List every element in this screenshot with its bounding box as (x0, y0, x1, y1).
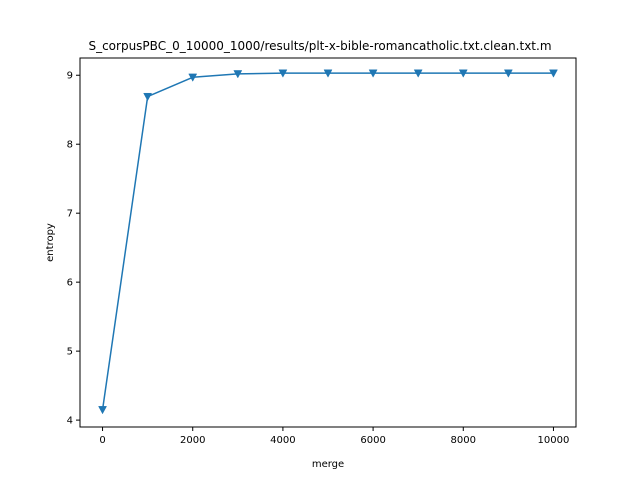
data-point-marker (503, 69, 513, 78)
data-point-marker (458, 69, 468, 78)
data-point-marker (98, 406, 107, 415)
x-tick-label: 4000 (270, 435, 295, 446)
x-axis-ticks: 0 2000 4000 6000 8000 10000 (99, 427, 569, 446)
data-point-marker (413, 69, 423, 78)
x-tick-label: 6000 (360, 435, 385, 446)
data-point-marker (368, 69, 378, 78)
data-point-marker (233, 70, 243, 79)
y-tick-label: 9 (67, 71, 73, 82)
data-point-marker (323, 69, 333, 78)
y-tick-label: 6 (67, 278, 73, 289)
data-point-marker (188, 73, 198, 82)
x-tick-label: 2000 (180, 435, 205, 446)
x-axis-label: merge (312, 459, 344, 470)
data-point-marker (278, 69, 288, 78)
y-tick-label: 5 (67, 347, 73, 358)
data-point-marker (143, 92, 153, 102)
plot-frame (79, 57, 577, 428)
y-tick-label: 8 (67, 140, 73, 151)
x-tick-label: 8000 (451, 435, 476, 446)
x-tick-label: 10000 (538, 435, 570, 446)
data-point-marker (549, 69, 558, 78)
y-tick-label: 7 (67, 209, 73, 220)
x-tick-label: 0 (99, 435, 105, 446)
series-layer (98, 69, 558, 415)
chart-title: S_corpusPBC_0_10000_1000/results/plt-x-b… (88, 39, 551, 53)
y-axis-ticks: 4 5 6 7 8 9 (67, 71, 80, 427)
y-tick-label: 4 (67, 416, 73, 427)
y-axis-label: entropy (45, 223, 56, 262)
